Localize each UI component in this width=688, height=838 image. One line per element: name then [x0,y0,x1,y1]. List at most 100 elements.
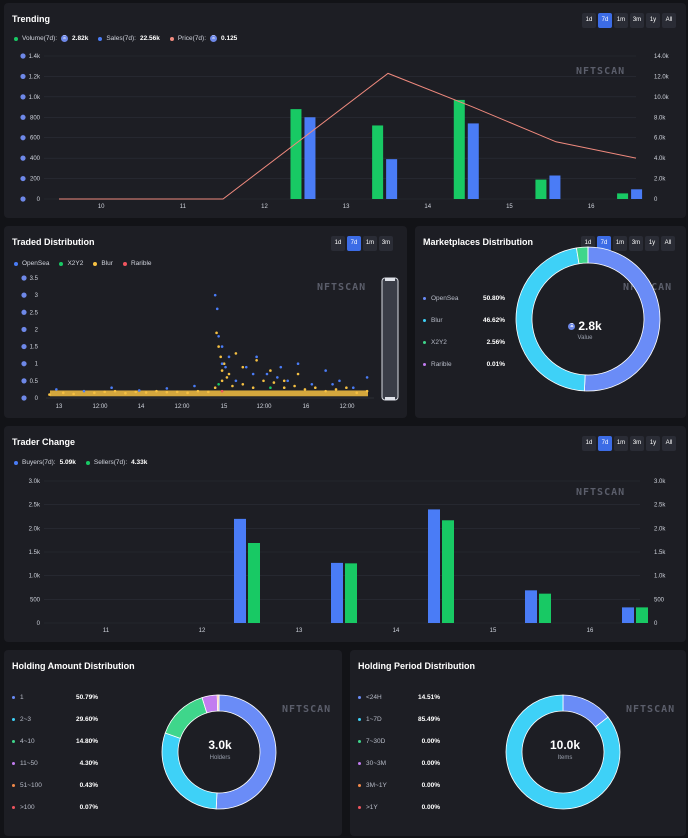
tab-3m[interactable]: 3m [630,13,644,28]
list-item[interactable]: 11~50 4.30% [12,752,98,774]
tab-1m[interactable]: 1m [613,236,627,251]
traded-legend: OpenSea X2Y2 Blur Rarible [14,260,152,267]
y-tick-label: 1.5 [30,345,39,351]
zoom-slider[interactable] [381,277,399,401]
tab-1d[interactable]: 1d [331,236,345,251]
legend-x2y2[interactable]: X2Y2 [59,260,83,267]
tab-all[interactable]: All [661,236,675,251]
tab-1d[interactable]: 1d [582,13,596,28]
bar-volume [290,109,302,199]
scatter-point-blur [206,390,210,394]
y2-tick-label: 14.0k [654,54,670,60]
list-item[interactable]: >1Y 0.00% [358,796,440,818]
legend-blur[interactable]: Blur [93,260,113,267]
tab-3m[interactable]: 3m [629,236,643,251]
tab-1y[interactable]: 1y [646,436,660,451]
legend-buyers-name: Buyers(7d): [22,459,56,466]
sales-dot [98,36,103,41]
list-item[interactable]: 4~10 14.80% [12,730,98,752]
legend-volume[interactable]: Volume(7d): Ξ 2.82k [14,35,88,42]
list-item[interactable]: Blur 46.62% [423,309,505,331]
watermark: NFTSCAN [282,704,331,715]
price-line [59,72,637,200]
scatter-point-blur [303,388,307,391]
item-name: 30~3M [366,759,387,767]
tab-1m[interactable]: 1m [614,436,628,451]
tab-7d[interactable]: 7d [597,236,611,251]
list-item[interactable]: >100 0.07% [12,796,98,818]
scatter-point-blur [355,391,359,395]
legend-opensea[interactable]: OpenSea [14,260,49,267]
list-item[interactable]: 7~30D 0.00% [358,730,440,752]
traded-tabs: 1d 7d 1m 3m [331,236,393,251]
list-item[interactable]: 30~3M 0.00% [358,752,440,774]
scatter-point-blur [175,390,179,394]
tab-1d[interactable]: 1d [582,436,596,451]
tab-all[interactable]: All [662,13,676,28]
tab-1m[interactable]: 1m [614,13,628,28]
y-tick-label: 1.2k [29,74,41,80]
scatter-point-blur [124,391,127,395]
scatter-point-opensea [265,372,269,376]
y-tick-label: 2 [35,327,39,333]
legend-price[interactable]: Price(7d): Ξ 0.125 [169,35,237,42]
legend-dot [12,717,15,721]
list-item[interactable]: X2Y2 2.56% [423,331,505,353]
zoom-handle-bottom[interactable] [385,397,395,400]
bar-sales [386,159,398,199]
tab-1m[interactable]: 1m [363,236,377,251]
eth-icon [20,94,26,100]
scatter-point-blur [217,345,220,348]
list-item[interactable]: 2~3 29.60% [12,708,98,730]
legend-sellers[interactable]: Sellers(7d): 4.33k [85,459,147,466]
tab-7d[interactable]: 7d [598,436,612,451]
list-item[interactable]: Rarible 0.01% [423,353,505,375]
scatter-point-opensea [338,379,341,383]
item-name: Rarible [431,360,452,368]
list-item[interactable]: 51~100 0.43% [12,774,98,796]
eth-icon: Ξ [61,35,69,42]
x-tick-label: 14 [393,628,400,634]
legend-rarible[interactable]: Rarible [122,260,152,267]
y2-tick-label: 500 [654,597,665,603]
legend-sales[interactable]: Sales(7d): 22.56k [98,35,160,42]
scatter-point-opensea [137,389,141,392]
list-item[interactable]: <24H 14.51% [358,686,440,708]
zoom-handle-top[interactable] [385,278,395,281]
watermark: NFTSCAN [317,282,366,293]
legend-buyers[interactable]: Buyers(7d): 5.09k [14,459,76,466]
tab-7d[interactable]: 7d [347,236,361,251]
x-tick-label: 13 [343,204,350,210]
scatter-point-blur [72,392,75,396]
tab-3m[interactable]: 3m [630,436,644,451]
holding-period-center: 10.0k Items [530,738,600,761]
legend-sales-value: 22.56k [139,35,160,42]
legend-blur-name: Blur [101,260,113,267]
list-item[interactable]: 3M~1Y 0.00% [358,774,440,796]
legend-rarible-name: Rarible [130,260,152,267]
scatter-point-x2y2 [217,382,220,386]
tab-1y[interactable]: 1y [645,236,659,251]
list-item[interactable]: OpenSea 50.80% [423,287,505,309]
list-item[interactable]: 1~7D 85.49% [358,708,440,730]
eth-icon [20,135,26,141]
scatter-point-blur [241,365,245,369]
item-pct: 4.30% [79,759,98,767]
bar-sellers [636,607,648,623]
donut-slice [505,694,621,810]
bar-sellers [539,593,551,623]
buyers-dot [14,460,18,465]
scatter-point-blur [93,391,96,395]
scatter-point-blur [293,384,296,388]
legend-dot [358,695,361,699]
tab-3m[interactable]: 3m [379,236,393,251]
opensea-dot [423,296,426,300]
item-name: >100 [20,803,35,811]
tab-7d[interactable]: 7d [598,13,612,28]
holding-period-donut: NFTSCAN [505,694,674,810]
scatter-point-blur [155,389,158,393]
tab-1y[interactable]: 1y [646,13,660,28]
tab-all[interactable]: All [662,436,676,451]
eth-icon [21,275,27,281]
list-item[interactable]: 1 50.79% [12,686,98,708]
